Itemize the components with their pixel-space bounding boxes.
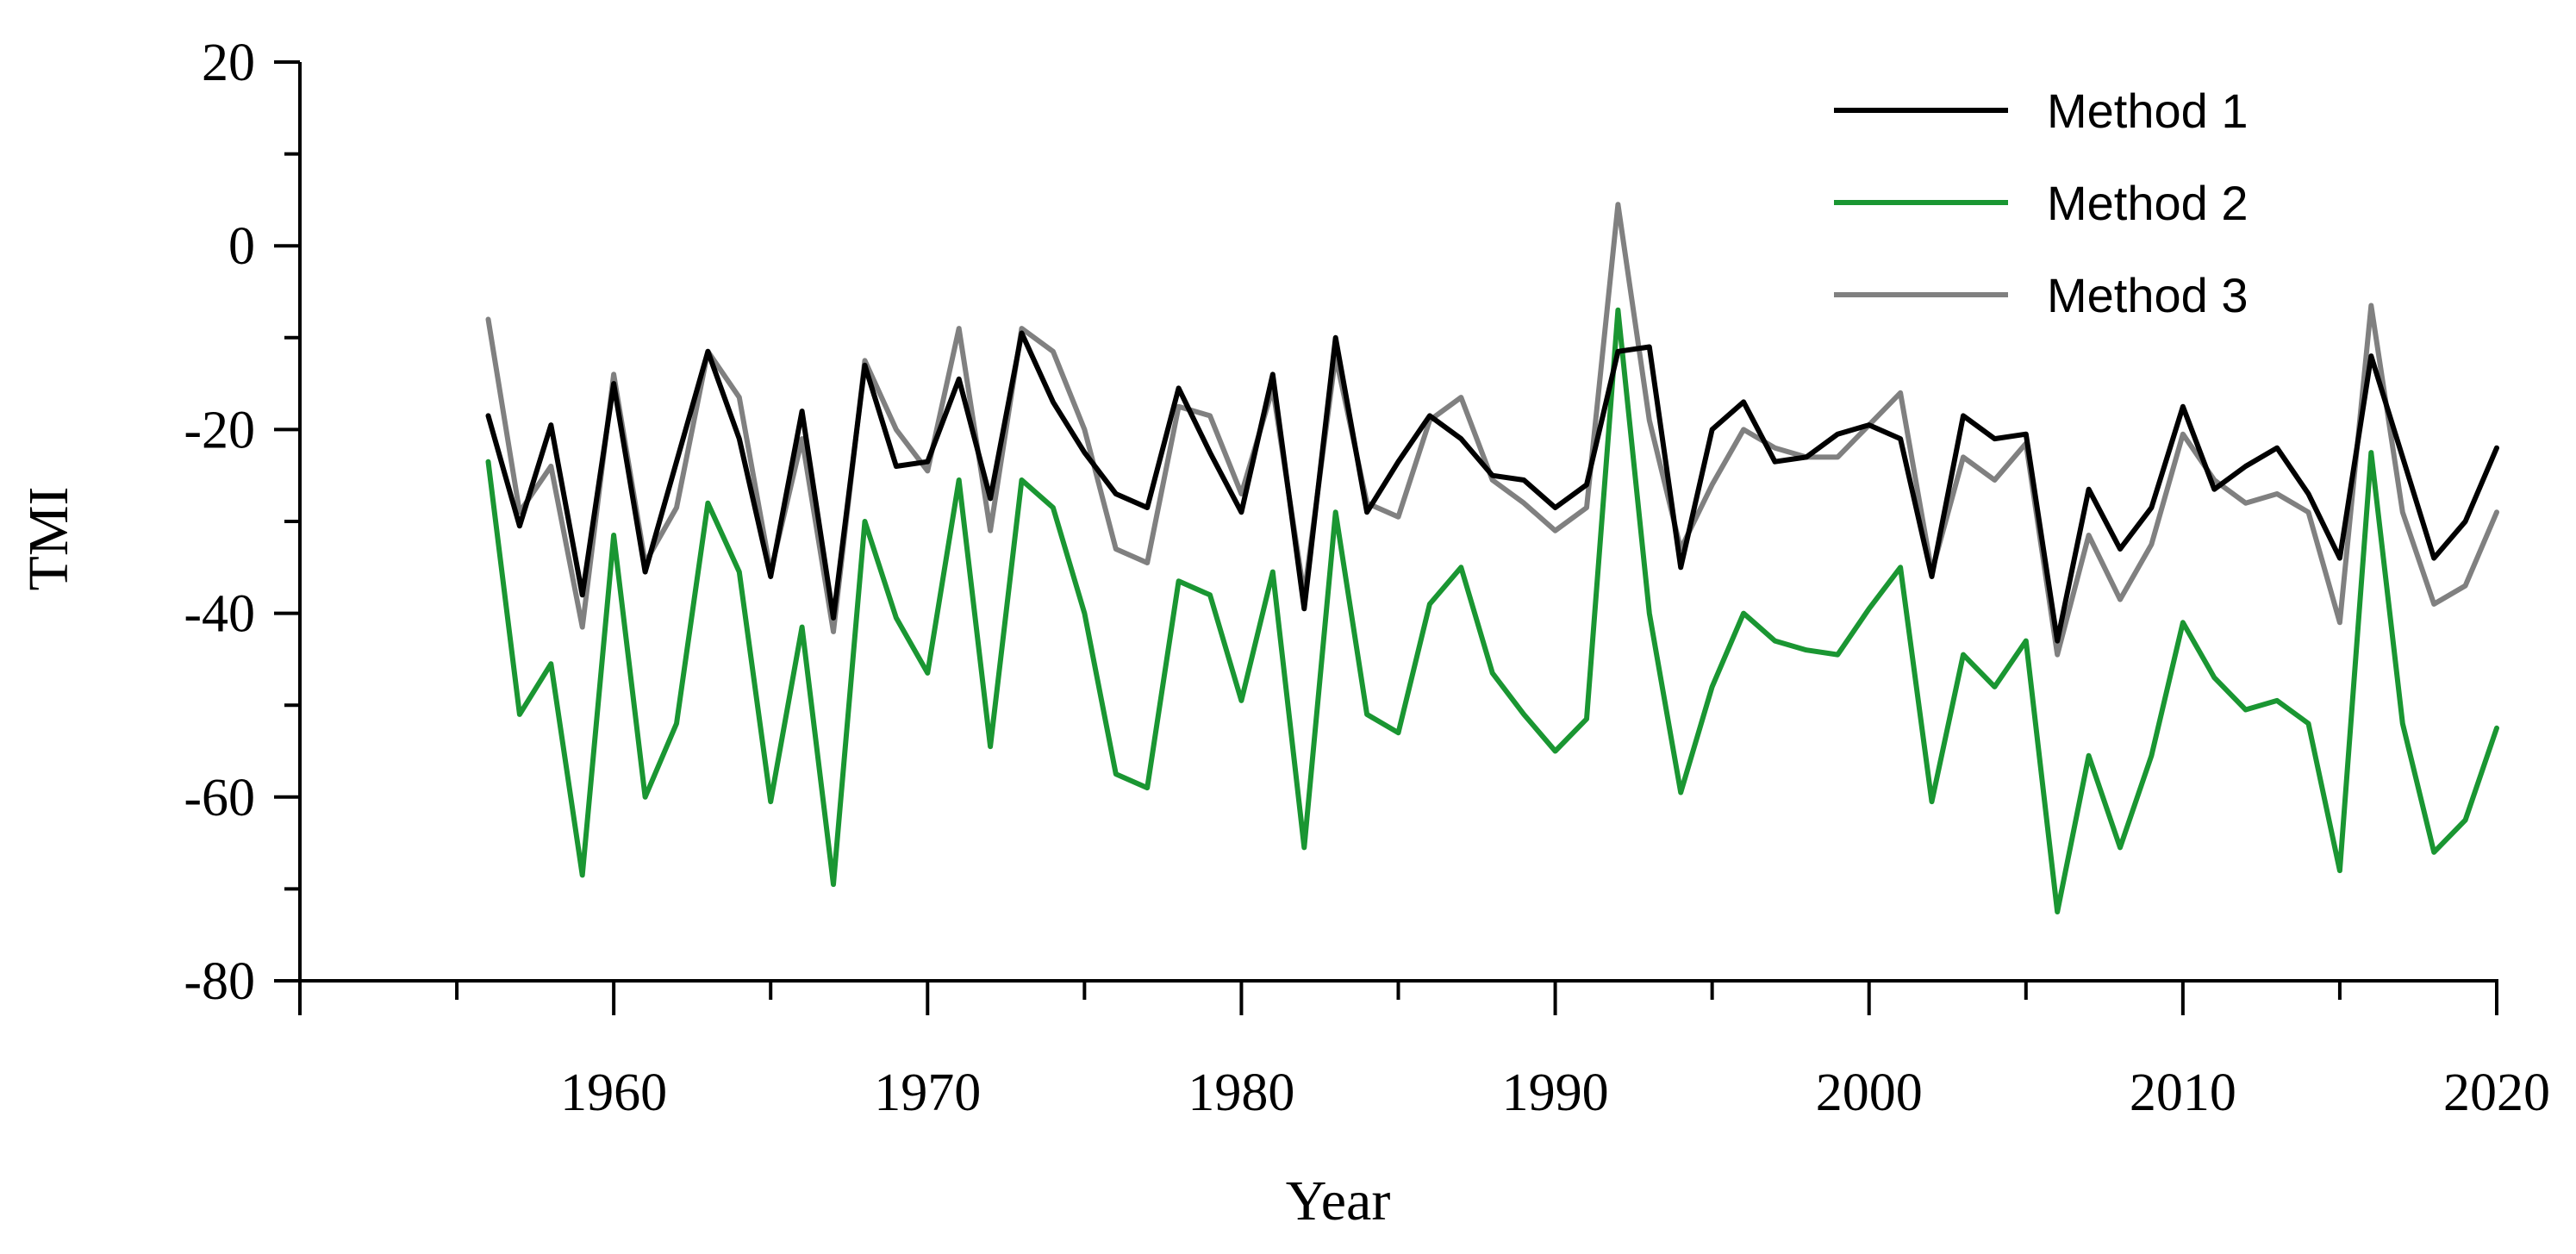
x-tick-label: 1980	[1188, 1064, 1294, 1122]
y-tick-label: -80	[184, 952, 255, 1011]
series-lines	[485, 202, 2499, 914]
series-line-method-2	[485, 307, 2499, 914]
x-axis-title: Year	[1286, 1170, 1391, 1232]
x-tick-label: 2020	[2443, 1064, 2550, 1122]
x-tick-label: 2010	[2130, 1064, 2236, 1122]
y-tick-label: -60	[184, 769, 255, 827]
y-tick-label: -20	[184, 401, 255, 459]
x-tick-label: 1960	[560, 1064, 667, 1122]
y-ticks: -80 -60 -40 -20 0 20	[184, 34, 300, 1011]
series-line-method-3	[485, 202, 2499, 658]
x-tick-label: 1970	[874, 1064, 981, 1122]
y-tick-label: 20	[202, 34, 255, 92]
y-tick-label: -40	[184, 585, 255, 644]
x-tick-label: 2000	[1816, 1064, 1923, 1122]
y-axis-title: TMI	[17, 487, 80, 591]
y-tick-label: 0	[228, 217, 255, 276]
x-ticks: 1960 1970 1980 1990 2000 2010 2020	[298, 981, 2550, 1122]
legend: Method 1 Method 2 Method 3	[1834, 84, 2249, 322]
series-line-method-1	[485, 330, 2499, 644]
legend-label: Method 2	[2047, 176, 2249, 230]
legend-label: Method 1	[2047, 84, 2249, 138]
legend-label: Method 3	[2047, 268, 2249, 322]
x-tick-label: 1990	[1502, 1064, 1609, 1122]
